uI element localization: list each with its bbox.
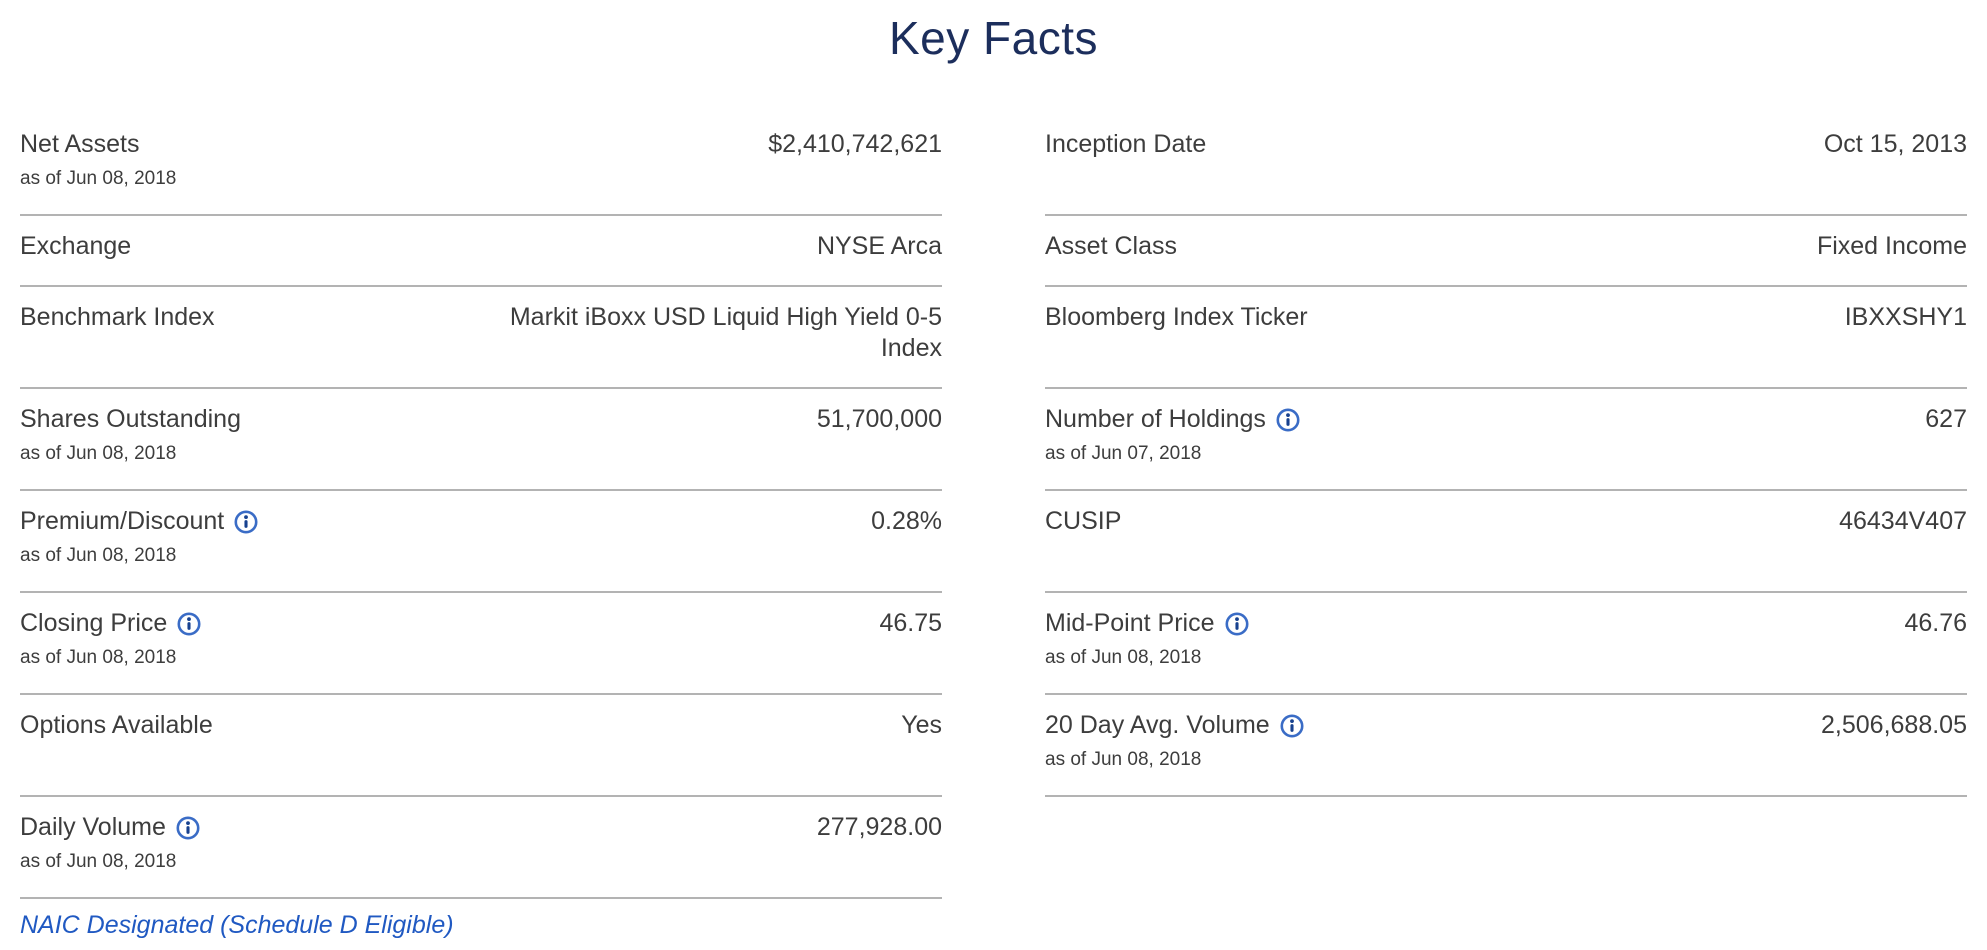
fact-as-of-date: as of Jun 08, 2018	[20, 168, 177, 189]
fact-value: 51,700,000	[816, 405, 942, 433]
fact-value: IBXXSHY1	[1844, 303, 1967, 331]
fact-row-net-assets: Net Assets as of Jun 08, 2018 $2,410,742…	[20, 114, 942, 216]
fact-as-of-date: as of Jun 08, 2018	[1045, 647, 1202, 668]
fact-value: 2,506,688.05	[1821, 711, 1967, 739]
fact-value: 46.75	[879, 609, 942, 637]
fact-label: Asset Class	[1045, 232, 1177, 260]
fact-value: $2,410,742,621	[768, 130, 942, 158]
fact-row-cusip: CUSIP 46434V407	[1045, 491, 1967, 593]
fact-label: Bloomberg Index Ticker	[1045, 303, 1308, 331]
fact-row-bloomberg-index-ticker: Bloomberg Index Ticker IBXXSHY1	[1045, 287, 1967, 389]
fact-row-daily-volume: Daily Volume as of Jun 08, 2018 277,928.…	[20, 797, 942, 899]
fact-row-number-of-holdings: Number of Holdings as of Jun 07, 2018 62…	[1045, 389, 1967, 491]
fact-label: Exchange	[20, 232, 132, 260]
fact-row-shares-outstanding: Shares Outstanding as of Jun 08, 2018 51…	[20, 389, 942, 491]
fact-value: 277,928.00	[816, 813, 942, 841]
naic-designated-link[interactable]: NAIC Designated (Schedule D Eligible)	[20, 911, 454, 939]
fact-as-of-date: as of Jun 08, 2018	[20, 545, 177, 566]
fact-label: Closing Price	[20, 609, 168, 637]
fact-label: Inception Date	[1045, 130, 1207, 158]
fact-as-of-date: as of Jun 08, 2018	[20, 851, 177, 872]
info-icon[interactable]	[1280, 714, 1304, 738]
fact-as-of-date: as of Jun 07, 2018	[1045, 443, 1202, 464]
fact-value: 627	[1925, 405, 1967, 433]
fact-value: Yes	[901, 711, 942, 739]
fact-value: Oct 15, 2013	[1823, 130, 1967, 158]
fact-row-inception-date: Inception Date Oct 15, 2013	[1045, 114, 1967, 216]
empty-cell	[1045, 797, 1967, 899]
fact-value: Fixed Income	[1816, 232, 1967, 260]
fact-row-20-day-avg-volume: 20 Day Avg. Volume as of Jun 08, 2018 2,…	[1045, 695, 1967, 797]
fact-label: Mid-Point Price	[1045, 609, 1215, 637]
fact-value: 0.28%	[871, 507, 942, 535]
info-icon[interactable]	[234, 510, 258, 534]
fact-as-of-date: as of Jun 08, 2018	[20, 647, 177, 668]
fact-label: CUSIP	[1045, 507, 1122, 535]
fact-row-closing-price: Closing Price as of Jun 08, 2018 46.75	[20, 593, 942, 695]
info-icon[interactable]	[177, 612, 201, 636]
fact-value: 46434V407	[1839, 507, 1967, 535]
fact-as-of-date: as of Jun 08, 2018	[1045, 749, 1202, 770]
fact-row-mid-point-price: Mid-Point Price as of Jun 08, 2018 46.76	[1045, 593, 1967, 695]
fact-as-of-date: as of Jun 08, 2018	[20, 443, 177, 464]
fact-label: Shares Outstanding	[20, 405, 241, 433]
fact-label: 20 Day Avg. Volume	[1045, 711, 1270, 739]
page-title: Key Facts	[888, 12, 1098, 64]
fact-label: Number of Holdings	[1045, 405, 1266, 433]
footer-row: NAIC Designated (Schedule D Eligible)	[20, 899, 942, 950]
fact-label: Daily Volume	[20, 813, 166, 841]
info-icon[interactable]	[1225, 612, 1249, 636]
fact-row-premium-discount: Premium/Discount as of Jun 08, 2018 0.28…	[20, 491, 942, 593]
fact-label: Options Available	[20, 711, 213, 739]
fact-label: Benchmark Index	[20, 303, 215, 331]
fact-value: Markit iBoxx USD Liquid High Yield 0-5 I…	[509, 303, 942, 362]
info-icon[interactable]	[176, 816, 200, 840]
info-icon[interactable]	[1276, 408, 1300, 432]
fact-row-exchange: Exchange NYSE Arca	[20, 216, 942, 287]
fact-label: Net Assets	[20, 130, 140, 158]
fact-row-benchmark-index: Benchmark Index Markit iBoxx USD Liquid …	[20, 287, 942, 389]
fact-row-options-available: Options Available Yes	[20, 695, 942, 797]
fact-value: NYSE Arca	[816, 232, 942, 260]
fact-label: Premium/Discount	[20, 507, 225, 535]
fact-row-asset-class: Asset Class Fixed Income	[1045, 216, 1967, 287]
fact-value: 46.76	[1904, 609, 1967, 637]
key-facts-grid: Net Assets as of Jun 08, 2018 $2,410,742…	[20, 114, 1967, 950]
